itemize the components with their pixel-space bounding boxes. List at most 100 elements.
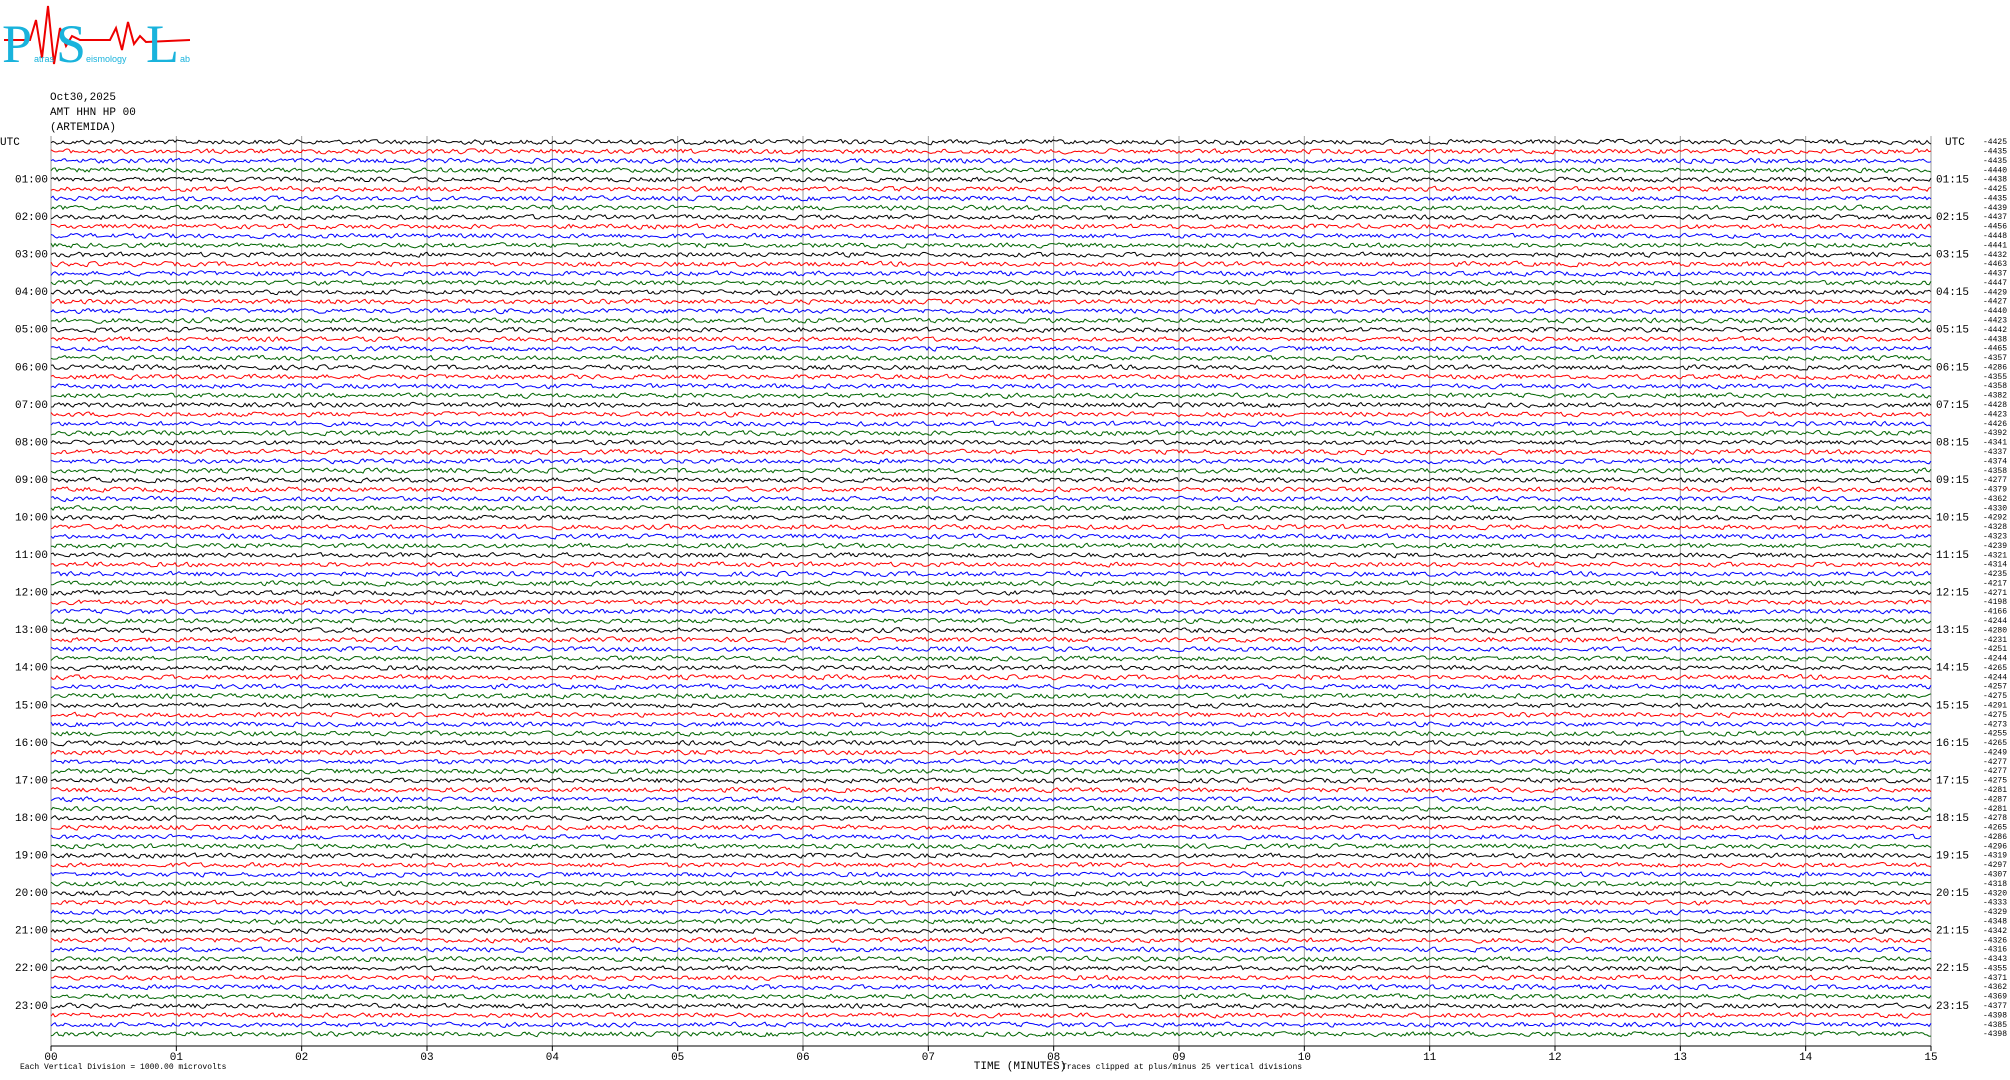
row-offset: -4438 (1983, 176, 2007, 185)
hour-label-right: 07:15 (1936, 400, 1969, 412)
x-tick-label: 07 (922, 1052, 935, 1064)
trace (50, 138, 1932, 146)
row-offset: -4465 (1983, 345, 2007, 354)
row-offset: -4428 (1983, 401, 2007, 410)
hour-label-left: 23:00 (15, 1001, 48, 1013)
row-offset: -4348 (1983, 917, 2007, 926)
trace (50, 260, 1932, 268)
logo-word: atras (34, 54, 55, 64)
row-offset: -4333 (1983, 899, 2007, 908)
row-offset: -4358 (1983, 382, 2007, 391)
hour-label-right: 12:15 (1936, 588, 1969, 600)
hour-label-left: 14:00 (15, 663, 48, 675)
row-offset: -4442 (1983, 326, 2007, 335)
row-offset: -4239 (1983, 542, 2007, 551)
trace (50, 457, 1932, 465)
hour-label-right: 08:15 (1936, 437, 1969, 449)
trace (50, 927, 1932, 935)
row-offset: -4291 (1983, 702, 2007, 711)
row-offset: -4281 (1983, 805, 2007, 814)
trace (51, 683, 1932, 690)
trace (50, 974, 1932, 982)
hour-label-right: 19:15 (1936, 851, 1969, 863)
hour-label-right: 03:15 (1936, 250, 1969, 262)
row-offset: -4281 (1983, 786, 2007, 795)
trace (50, 983, 1932, 991)
row-offset: -4328 (1983, 523, 2007, 532)
trace (50, 307, 1932, 315)
trace (50, 1030, 1932, 1038)
row-offset: -4275 (1983, 777, 2007, 786)
row-offset: -4437 (1983, 213, 2007, 222)
trace (50, 316, 1932, 324)
row-offset: -4423 (1983, 410, 2007, 419)
trace (50, 195, 1932, 202)
trace (50, 796, 1932, 803)
row-offset: -4307 (1983, 871, 2007, 880)
trace (50, 486, 1932, 493)
row-offset: -4265 (1983, 664, 2007, 673)
row-offset: -4358 (1983, 467, 2007, 476)
trace (50, 777, 1932, 784)
row-offset: -4316 (1983, 946, 2007, 955)
trace (50, 889, 1932, 897)
trace (50, 936, 1932, 944)
hour-label-right: 14:15 (1936, 663, 1969, 675)
row-offset: -4217 (1983, 579, 2007, 588)
x-tick-label: 08 (1047, 1052, 1060, 1064)
x-tick-label: 01 (170, 1052, 184, 1064)
row-offset: -4342 (1983, 927, 2007, 936)
trace (50, 880, 1932, 888)
trace (50, 157, 1932, 165)
row-offset: -4398 (1983, 1011, 2007, 1020)
hour-label-left: 13:00 (15, 625, 48, 637)
trace (50, 495, 1932, 503)
row-offset: -4439 (1983, 204, 2007, 213)
station: AMT HHN HP 00 (50, 107, 136, 119)
row-offset: -4275 (1983, 711, 2007, 720)
trace (50, 664, 1932, 672)
x-tick-label: 00 (44, 1052, 57, 1064)
row-offset: -4437 (1983, 270, 2007, 279)
row-offset: -4265 (1983, 824, 2007, 833)
trace (50, 551, 1932, 559)
hour-label-left: 17:00 (15, 775, 48, 787)
row-offset: -4447 (1983, 279, 2007, 288)
trace (50, 373, 1932, 381)
x-tick-label: 11 (1423, 1052, 1437, 1064)
row-offset: -4382 (1983, 392, 2007, 401)
x-tick-label: 10 (1298, 1052, 1311, 1064)
row-offset: -4425 (1983, 138, 2007, 147)
hour-label-left: 16:00 (15, 738, 48, 750)
hour-label-right: 04:15 (1936, 287, 1969, 299)
row-offset: -4297 (1983, 861, 2007, 870)
hour-label-right: 13:15 (1936, 625, 1969, 637)
trace (50, 767, 1932, 775)
row-offset: -4244 (1983, 655, 2007, 664)
trace (50, 270, 1932, 277)
row-offset: -4369 (1983, 993, 2007, 1002)
hour-label-right: 18:15 (1936, 813, 1969, 825)
x-tick-label: 12 (1548, 1052, 1561, 1064)
hour-label-right: 16:15 (1936, 738, 1969, 750)
row-offset: -4426 (1983, 420, 2007, 429)
x-tick-label: 14 (1799, 1052, 1813, 1064)
hour-label-left: 08:00 (15, 437, 48, 449)
trace (50, 439, 1932, 446)
trace (50, 401, 1932, 409)
hour-label-right: 05:15 (1936, 325, 1969, 337)
trace (50, 242, 1932, 249)
row-offset: -4427 (1983, 298, 2007, 307)
hour-label-left: 03:00 (15, 250, 48, 262)
row-offset: -4441 (1983, 241, 2007, 250)
row-offset: -4292 (1983, 514, 2007, 523)
trace (50, 251, 1932, 258)
trace (50, 523, 1932, 531)
trace (50, 289, 1932, 296)
row-offset: -4448 (1983, 232, 2007, 241)
row-offset: -4320 (1983, 889, 2007, 898)
trace (50, 861, 1932, 869)
hour-label-right: 21:15 (1936, 926, 1969, 938)
trace (50, 655, 1932, 662)
